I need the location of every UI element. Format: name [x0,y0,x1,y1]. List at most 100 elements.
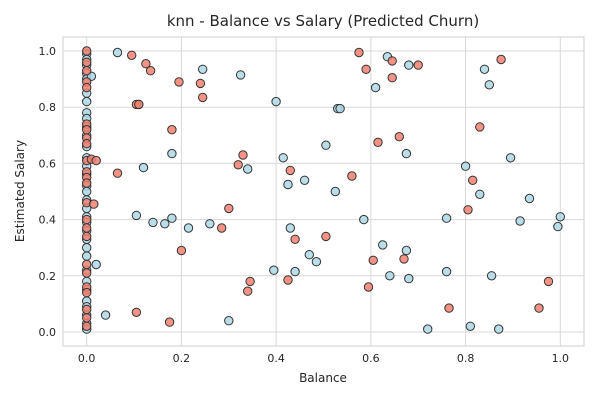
scatter-point [224,203,234,214]
scatter-point [89,199,99,209]
y-tick-label: 0.0 [39,326,57,339]
scatter-point [283,275,293,285]
scatter-point [363,282,374,292]
scatter-point [368,255,378,265]
scatter-point [233,160,243,170]
scatter-point [82,304,92,315]
x-tick-label: 0.8 [457,352,475,365]
plot-frame [62,36,585,347]
scatter-point [82,321,92,331]
scatter-point [131,210,142,221]
scatter-point [359,214,369,225]
scatter-point [387,73,397,83]
scatter-point [131,307,142,317]
scatter-point [164,317,175,327]
scatter-point [361,64,371,75]
scatter-point [82,178,92,188]
scatter-point [486,271,497,281]
scatter-point [373,137,383,148]
scatter-point [304,250,314,260]
scatter-point [224,316,234,326]
x-tick-label: 0.0 [78,352,96,365]
scatter-point [285,223,295,233]
scatter-point [82,251,92,261]
scatter-point [238,150,248,160]
scatter-point [82,96,92,107]
scatter-point [141,59,151,69]
scatter-point [505,153,516,163]
scatter-point [299,175,310,186]
scatter-point [321,140,331,150]
scatter-point [330,186,340,197]
scatter-point [311,257,322,267]
scatter-point [468,175,478,186]
scatter-point [198,92,208,103]
scatter-point [290,234,300,245]
scatter-point [127,50,137,60]
scatter-point [404,60,414,70]
scatter-point [401,148,412,159]
scatter-point [243,286,253,296]
scatter-point [423,324,433,334]
scatter-point [205,219,215,229]
scatter-point [335,103,345,114]
x-tick-label: 0.2 [173,352,191,365]
scatter-point [148,217,158,228]
scatter-point [479,64,490,75]
scatter-point [413,60,423,70]
scatter-point [167,148,177,159]
scatter-point [290,266,300,277]
scatter-point [496,54,506,65]
y-tick-label: 1.0 [39,45,57,58]
scatter-point [515,216,525,226]
scatter-point [82,287,92,298]
scatter-point [387,56,397,66]
scatter-point [134,99,144,110]
scatter-point [401,245,412,256]
scatter-point [553,221,563,232]
series-1-points [82,46,554,331]
scatter-point [82,259,92,270]
scatter-point [112,168,123,178]
scatter-point [494,324,504,334]
scatter-point [534,303,544,313]
scatter-point [404,273,414,284]
chart-title: knn - Balance vs Salary (Predicted Churn… [167,12,479,30]
scatter-point [245,276,255,287]
y-tick-label: 0.8 [39,101,57,114]
x-axis-label: Balance [299,371,347,385]
scatter-point [235,70,246,80]
y-tick-label: 0.4 [39,214,57,227]
scatter-point [524,193,535,204]
scatter-point [399,254,409,264]
scatter-point [484,80,494,90]
scatter-point [91,155,101,166]
scatter-point [82,82,92,93]
y-tick-label: 0.2 [39,270,57,283]
x-tick-label: 0.6 [362,352,380,365]
y-tick-label: 0.6 [39,157,57,170]
scatter-point [475,189,485,200]
scatter-point [441,266,452,277]
scatter-point [82,57,92,67]
scatter-point [394,132,404,142]
scatter-point [82,125,92,135]
scatter-point [385,271,395,281]
x-axis-ticks: 0.0 0.2 0.4 0.6 0.8 1.0 [78,352,569,365]
scatter-point [441,213,452,223]
scatter-point [82,313,92,323]
scatter-point [167,125,177,135]
scatter-point [285,165,295,176]
scatter-point [82,214,92,225]
scatter-point [82,243,92,253]
x-tick-label: 0.4 [267,352,285,365]
scatter-point [463,205,473,215]
x-tick-label: 1.0 [552,352,570,365]
scatter-point [82,186,92,197]
scatter-point [138,162,149,173]
scatter-point [475,122,485,132]
scatter-point [243,164,253,174]
scatter-point [145,66,156,76]
scatter-point [174,77,184,87]
